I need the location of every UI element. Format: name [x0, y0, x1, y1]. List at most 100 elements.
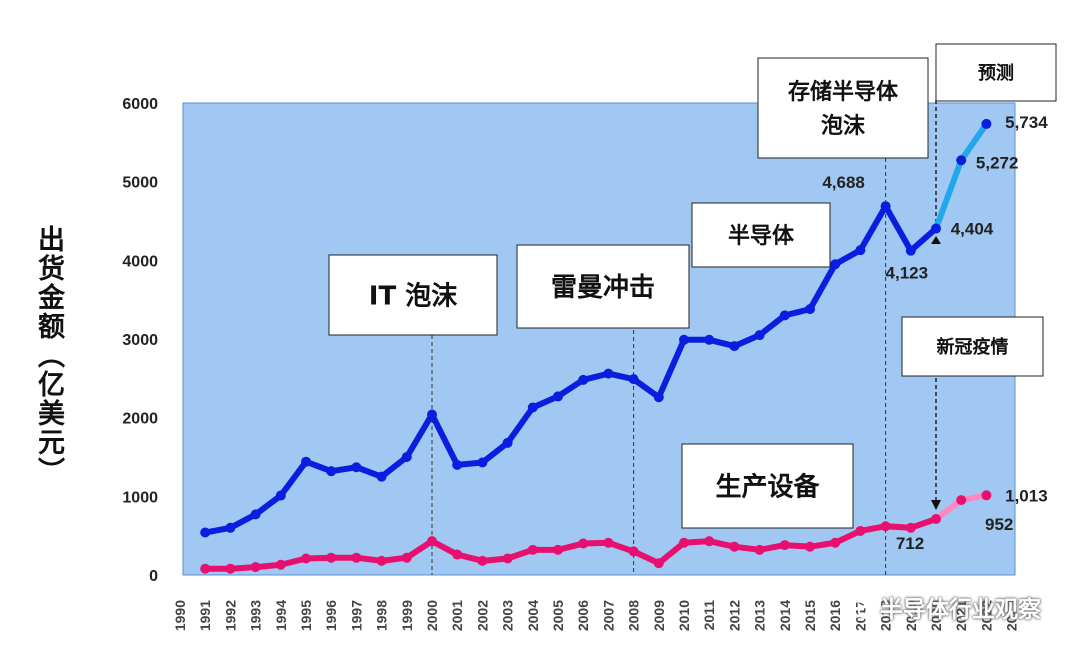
equipment-point — [275, 559, 286, 570]
annotation-box — [757, 57, 929, 159]
semiconductor-point — [250, 509, 261, 520]
semiconductor-point — [603, 368, 614, 379]
annotation-box — [691, 202, 831, 268]
semiconductor-point — [805, 304, 815, 315]
semiconductor-point — [452, 459, 463, 470]
semiconductor-point — [880, 201, 891, 212]
x-tick-label: 2004 — [525, 600, 541, 631]
x-tick-label: 2008 — [626, 600, 642, 631]
x-tick-label: 2011 — [701, 600, 717, 631]
semiconductor-forecast-point — [981, 118, 992, 129]
semiconductor-point — [301, 456, 311, 467]
annotation-box — [681, 443, 854, 529]
x-tick-label: 2018 — [878, 600, 894, 631]
annotation-box — [901, 316, 1044, 377]
equipment-point — [628, 546, 639, 557]
x-tick-label: 2003 — [500, 600, 516, 631]
equipment-point — [225, 563, 236, 574]
semiconductor-point — [754, 330, 765, 341]
annotation-text: 半导体 — [728, 224, 795, 249]
data-label: 4,688 — [822, 173, 865, 192]
y-tick-label: 1000 — [122, 489, 158, 506]
equipment-point — [578, 538, 589, 549]
data-label: 4,123 — [886, 264, 929, 283]
equipment-point — [679, 537, 689, 548]
equipment-point — [855, 525, 866, 536]
x-tick-label: 2001 — [449, 600, 465, 631]
x-tick-label: 1992 — [222, 600, 238, 631]
annotation-text: 存储半导体 — [788, 79, 899, 105]
semiconductor-point — [376, 471, 387, 482]
data-label: 1,013 — [1005, 486, 1048, 505]
y-axis-label: 出货金额（亿美元） — [33, 225, 64, 486]
equipment-point — [603, 537, 614, 548]
semiconductor-point — [779, 310, 790, 321]
annotation-text: 预测 — [978, 62, 1014, 84]
wechat-icon — [848, 600, 874, 619]
x-tick-label: 1995 — [298, 600, 314, 631]
equipment-point — [830, 537, 841, 548]
data-label: 5,734 — [1005, 113, 1048, 132]
semiconductor-point — [477, 457, 488, 468]
semiconductor-point — [326, 466, 337, 477]
annotation-box — [328, 254, 498, 336]
x-tick-label: 2009 — [651, 600, 667, 631]
semiconductor-point — [553, 391, 563, 402]
equipment-point — [653, 558, 664, 569]
semiconductor-point — [653, 392, 664, 403]
x-tick-label: 2002 — [474, 600, 490, 631]
annotation-text: 新冠疫情 — [937, 336, 1009, 358]
semiconductor-point — [225, 522, 236, 533]
x-tick-label: 2012 — [726, 600, 742, 631]
equipment-point — [805, 541, 815, 552]
data-label: 712 — [896, 534, 924, 553]
x-tick-label: 2006 — [575, 600, 591, 631]
x-tick-label: 2021 — [953, 600, 969, 631]
x-tick-label: 2014 — [777, 600, 793, 631]
equipment-point — [880, 521, 891, 532]
semiconductor-point — [351, 462, 362, 473]
semiconductor-point — [855, 245, 866, 256]
equipment-point — [553, 544, 563, 555]
equipment-point — [905, 522, 916, 533]
annotation-box — [516, 244, 690, 329]
semiconductor-forecast-point — [956, 155, 967, 166]
equipment-point — [401, 552, 412, 563]
semiconductor-point — [427, 409, 437, 420]
x-tick-label: 2005 — [550, 600, 566, 631]
annotation-text: 雷曼冲击 — [551, 273, 655, 303]
x-tick-label: 2015 — [802, 600, 818, 631]
equipment-point — [351, 552, 362, 563]
equipment-point — [326, 552, 337, 563]
plot-area — [182, 102, 1016, 576]
x-tick-label: 2013 — [752, 600, 768, 631]
annotation-text: 生产设备 — [715, 472, 820, 502]
semiconductor-point — [275, 490, 286, 501]
x-tick-label: 2022 — [978, 600, 994, 631]
arrow-head-up — [931, 236, 941, 244]
annotation-text: IT 泡沫 — [369, 281, 458, 311]
equipment-point — [250, 562, 261, 573]
y-tick-label: 2000 — [122, 411, 158, 428]
equipment-point — [477, 555, 488, 566]
semiconductor-point — [704, 334, 715, 345]
y-tick-label: 6000 — [122, 96, 158, 113]
x-tick-label: 2000 — [424, 600, 440, 631]
y-tick-label: 0 — [149, 568, 158, 585]
semiconductor-point — [200, 527, 211, 538]
annotation-box — [935, 43, 1057, 102]
y-tick-label: 4000 — [122, 253, 158, 270]
data-label: 4,404 — [951, 220, 994, 239]
equipment-point — [452, 549, 463, 560]
x-tick-label: 1997 — [348, 600, 364, 631]
semiconductor-point — [502, 437, 513, 448]
data-label: 952 — [985, 515, 1013, 534]
x-tick-label: 1991 — [197, 600, 213, 631]
equipment-point — [301, 553, 311, 564]
equipment-point — [200, 563, 211, 574]
x-tick-label: 2016 — [827, 600, 843, 631]
arrow-head-down — [931, 500, 941, 510]
semiconductor-point — [679, 334, 689, 345]
equipment-point — [376, 555, 387, 566]
